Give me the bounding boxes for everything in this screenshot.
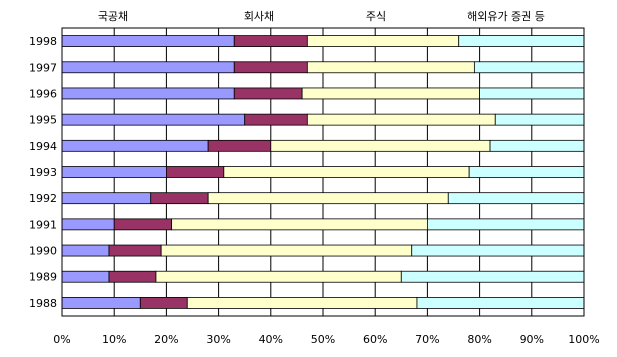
bar-segment-1990-s0 — [61, 244, 110, 257]
bar-segment-1998-s2 — [306, 35, 460, 47]
bar-segment-1989-s1 — [108, 270, 157, 283]
bar-segment-1993-s1 — [165, 166, 225, 178]
bars-group — [61, 35, 585, 309]
legend-label: 국공채 — [98, 10, 128, 23]
bar-segment-1991-s0 — [61, 218, 115, 231]
bar-segment-1996-s0 — [61, 87, 235, 100]
bar-segment-1995-s2 — [306, 113, 496, 126]
category-label: 1996 — [29, 87, 57, 100]
category-label: 1993 — [29, 166, 57, 179]
bar-segment-1988-s1 — [139, 297, 188, 309]
bar-segment-1998-s3 — [458, 35, 585, 47]
bar-segment-1992-s2 — [207, 192, 449, 205]
bar-segment-1998-s1 — [233, 35, 308, 47]
category-labels: 1998 1997 1996 1995 1994 1993 1992 1991 1990 1989… — [29, 35, 57, 310]
x-tick-label: 90% — [520, 333, 544, 346]
x-tick-label: 30% — [206, 333, 230, 346]
bar-segment-1991-s3 — [426, 218, 585, 231]
legend-label: 해외유가 증권 등 — [467, 9, 545, 23]
bar-segment-1992-s1 — [150, 192, 209, 205]
category-label: 1997 — [29, 61, 57, 74]
category-label: 1991 — [29, 218, 57, 231]
bar-segment-1990-s3 — [411, 244, 585, 257]
x-tick-label: 70% — [415, 333, 439, 346]
legend-label: 회사채 — [244, 10, 274, 23]
category-label: 1992 — [29, 192, 57, 205]
bar-segment-1988-s0 — [61, 297, 141, 309]
bar-segment-1997-s3 — [473, 61, 585, 74]
bar-segment-1996-s3 — [479, 87, 585, 100]
bar-segment-1993-s3 — [468, 166, 585, 178]
x-tick-label: 80% — [467, 333, 491, 346]
x-tick-label: 0% — [53, 333, 70, 346]
bar-segment-1992-s3 — [447, 192, 585, 205]
category-label: 1995 — [29, 114, 57, 127]
x-tick-label: 60% — [363, 333, 387, 346]
bar-segment-1995-s0 — [61, 113, 246, 126]
bar-segment-1988-s3 — [416, 297, 585, 309]
legend-label: 주식 — [366, 10, 386, 23]
category-label: 1998 — [29, 35, 57, 48]
bar-segment-1997-s0 — [61, 61, 235, 74]
category-label: 1990 — [29, 245, 57, 258]
bar-segment-1994-s1 — [207, 139, 272, 152]
x-tick-label: 100% — [568, 333, 599, 346]
plot-border — [61, 27, 585, 317]
bar-segment-1995-s3 — [494, 113, 585, 126]
bar-segment-1994-s2 — [270, 139, 491, 152]
bar-segment-1996-s2 — [301, 87, 480, 100]
bar-segment-1988-s2 — [186, 297, 418, 309]
bar-segment-1990-s1 — [108, 244, 162, 257]
bar-segment-1991-s1 — [113, 218, 173, 231]
bar-segment-1998-s0 — [61, 35, 235, 47]
bar-segment-1991-s2 — [171, 218, 428, 231]
bar-segment-1989-s2 — [155, 270, 402, 283]
category-label: 1988 — [29, 297, 57, 310]
bar-segment-1997-s1 — [233, 61, 308, 74]
x-tick-label: 50% — [311, 333, 335, 346]
bar-segment-1992-s0 — [61, 192, 152, 205]
x-tick-label: 10% — [102, 333, 126, 346]
bar-segment-1990-s2 — [160, 244, 413, 257]
bar-segment-1993-s0 — [61, 166, 167, 178]
x-tick-label: 40% — [259, 333, 283, 346]
bar-segment-1995-s1 — [244, 113, 308, 126]
bar-segment-1994-s3 — [489, 139, 585, 152]
category-label: 1994 — [29, 140, 57, 153]
x-tick-label: 20% — [154, 333, 178, 346]
x-tick-labels: 0% 10% 20% 30% 40% 50% 60% 70% 80% 90% 100% — [53, 333, 599, 346]
bar-segment-1989-s0 — [61, 270, 110, 283]
bar-segment-1997-s2 — [306, 61, 475, 74]
bar-segment-1993-s2 — [223, 166, 470, 178]
category-label: 1989 — [29, 271, 57, 284]
bar-segment-1994-s0 — [61, 139, 209, 152]
bar-segment-1989-s3 — [400, 270, 585, 283]
bar-segment-1996-s1 — [233, 87, 303, 100]
legend: 국공채 회사채 주식 해외유가 증권 등 — [98, 9, 545, 23]
